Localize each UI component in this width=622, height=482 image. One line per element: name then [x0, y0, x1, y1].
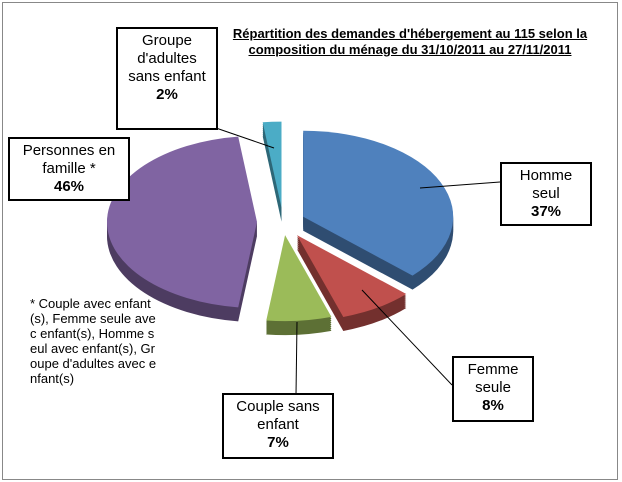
- footnote: * Couple avec enfant(s), Femme seule ave…: [30, 296, 157, 386]
- value-label: 37%: [530, 203, 562, 220]
- category-label: Femme seule: [467, 361, 519, 396]
- chart-title: Répartition des demandes d'hébergement a…: [232, 26, 588, 57]
- slice-label: Femme seule 8%: [452, 356, 534, 422]
- category-label: Groupe d'adultes sans enfant: [128, 32, 206, 85]
- pie-slice: [106, 136, 257, 308]
- leader-line: [419, 181, 501, 189]
- pie-slice: [303, 130, 454, 276]
- leader-line: [215, 127, 275, 149]
- value-label: 2%: [156, 86, 178, 103]
- category-label: Couple sans enfant: [236, 398, 320, 433]
- value-label: 8%: [482, 397, 504, 414]
- category-label: Personnes en famille *: [22, 142, 116, 177]
- leader-line: [295, 321, 298, 396]
- slice-label: Couple sans enfant 7%: [222, 393, 334, 459]
- pie-slice: [296, 235, 407, 317]
- value-label: 7%: [267, 434, 289, 451]
- category-label: Homme seul: [519, 167, 573, 202]
- pie-slice: [266, 235, 332, 322]
- slice-label: Personnes en famille * 46%: [8, 137, 130, 201]
- slice-label: Groupe d'adultes sans enfant 2%: [116, 27, 218, 130]
- value-label: 46%: [53, 178, 85, 195]
- slice-label: Homme seul 37%: [500, 162, 592, 226]
- pie-slice: [262, 121, 282, 208]
- leader-line: [361, 289, 453, 386]
